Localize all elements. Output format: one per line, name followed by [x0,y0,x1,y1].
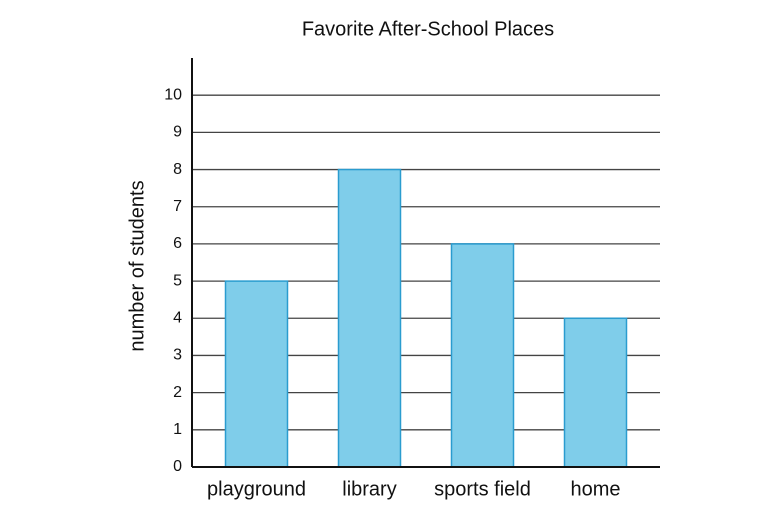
bar [450,243,515,468]
y-tick-label: 5 [173,272,182,289]
y-tick-label: 7 [173,198,182,215]
bar [563,317,628,468]
y-tick-label: 3 [173,347,182,364]
y-tick-label: 4 [173,309,182,326]
y-tick-label: 0 [173,458,182,475]
chart-title: Favorite After-School Places [302,18,554,40]
y-tick-label: 1 [173,421,182,438]
y-tick-label: 2 [173,384,182,401]
x-tick-label: playground [207,478,306,500]
y-axis-label: number of students [126,180,148,351]
x-tick-label: library [342,478,396,500]
y-tick-label: 9 [173,124,182,141]
y-tick-label: 8 [173,161,182,178]
bar [224,280,289,468]
x-tick-label: sports field [434,478,531,500]
bar [337,168,402,468]
y-tick-label: 6 [173,235,182,252]
x-tick-label: home [570,478,620,500]
y-tick-label: 10 [164,86,182,103]
